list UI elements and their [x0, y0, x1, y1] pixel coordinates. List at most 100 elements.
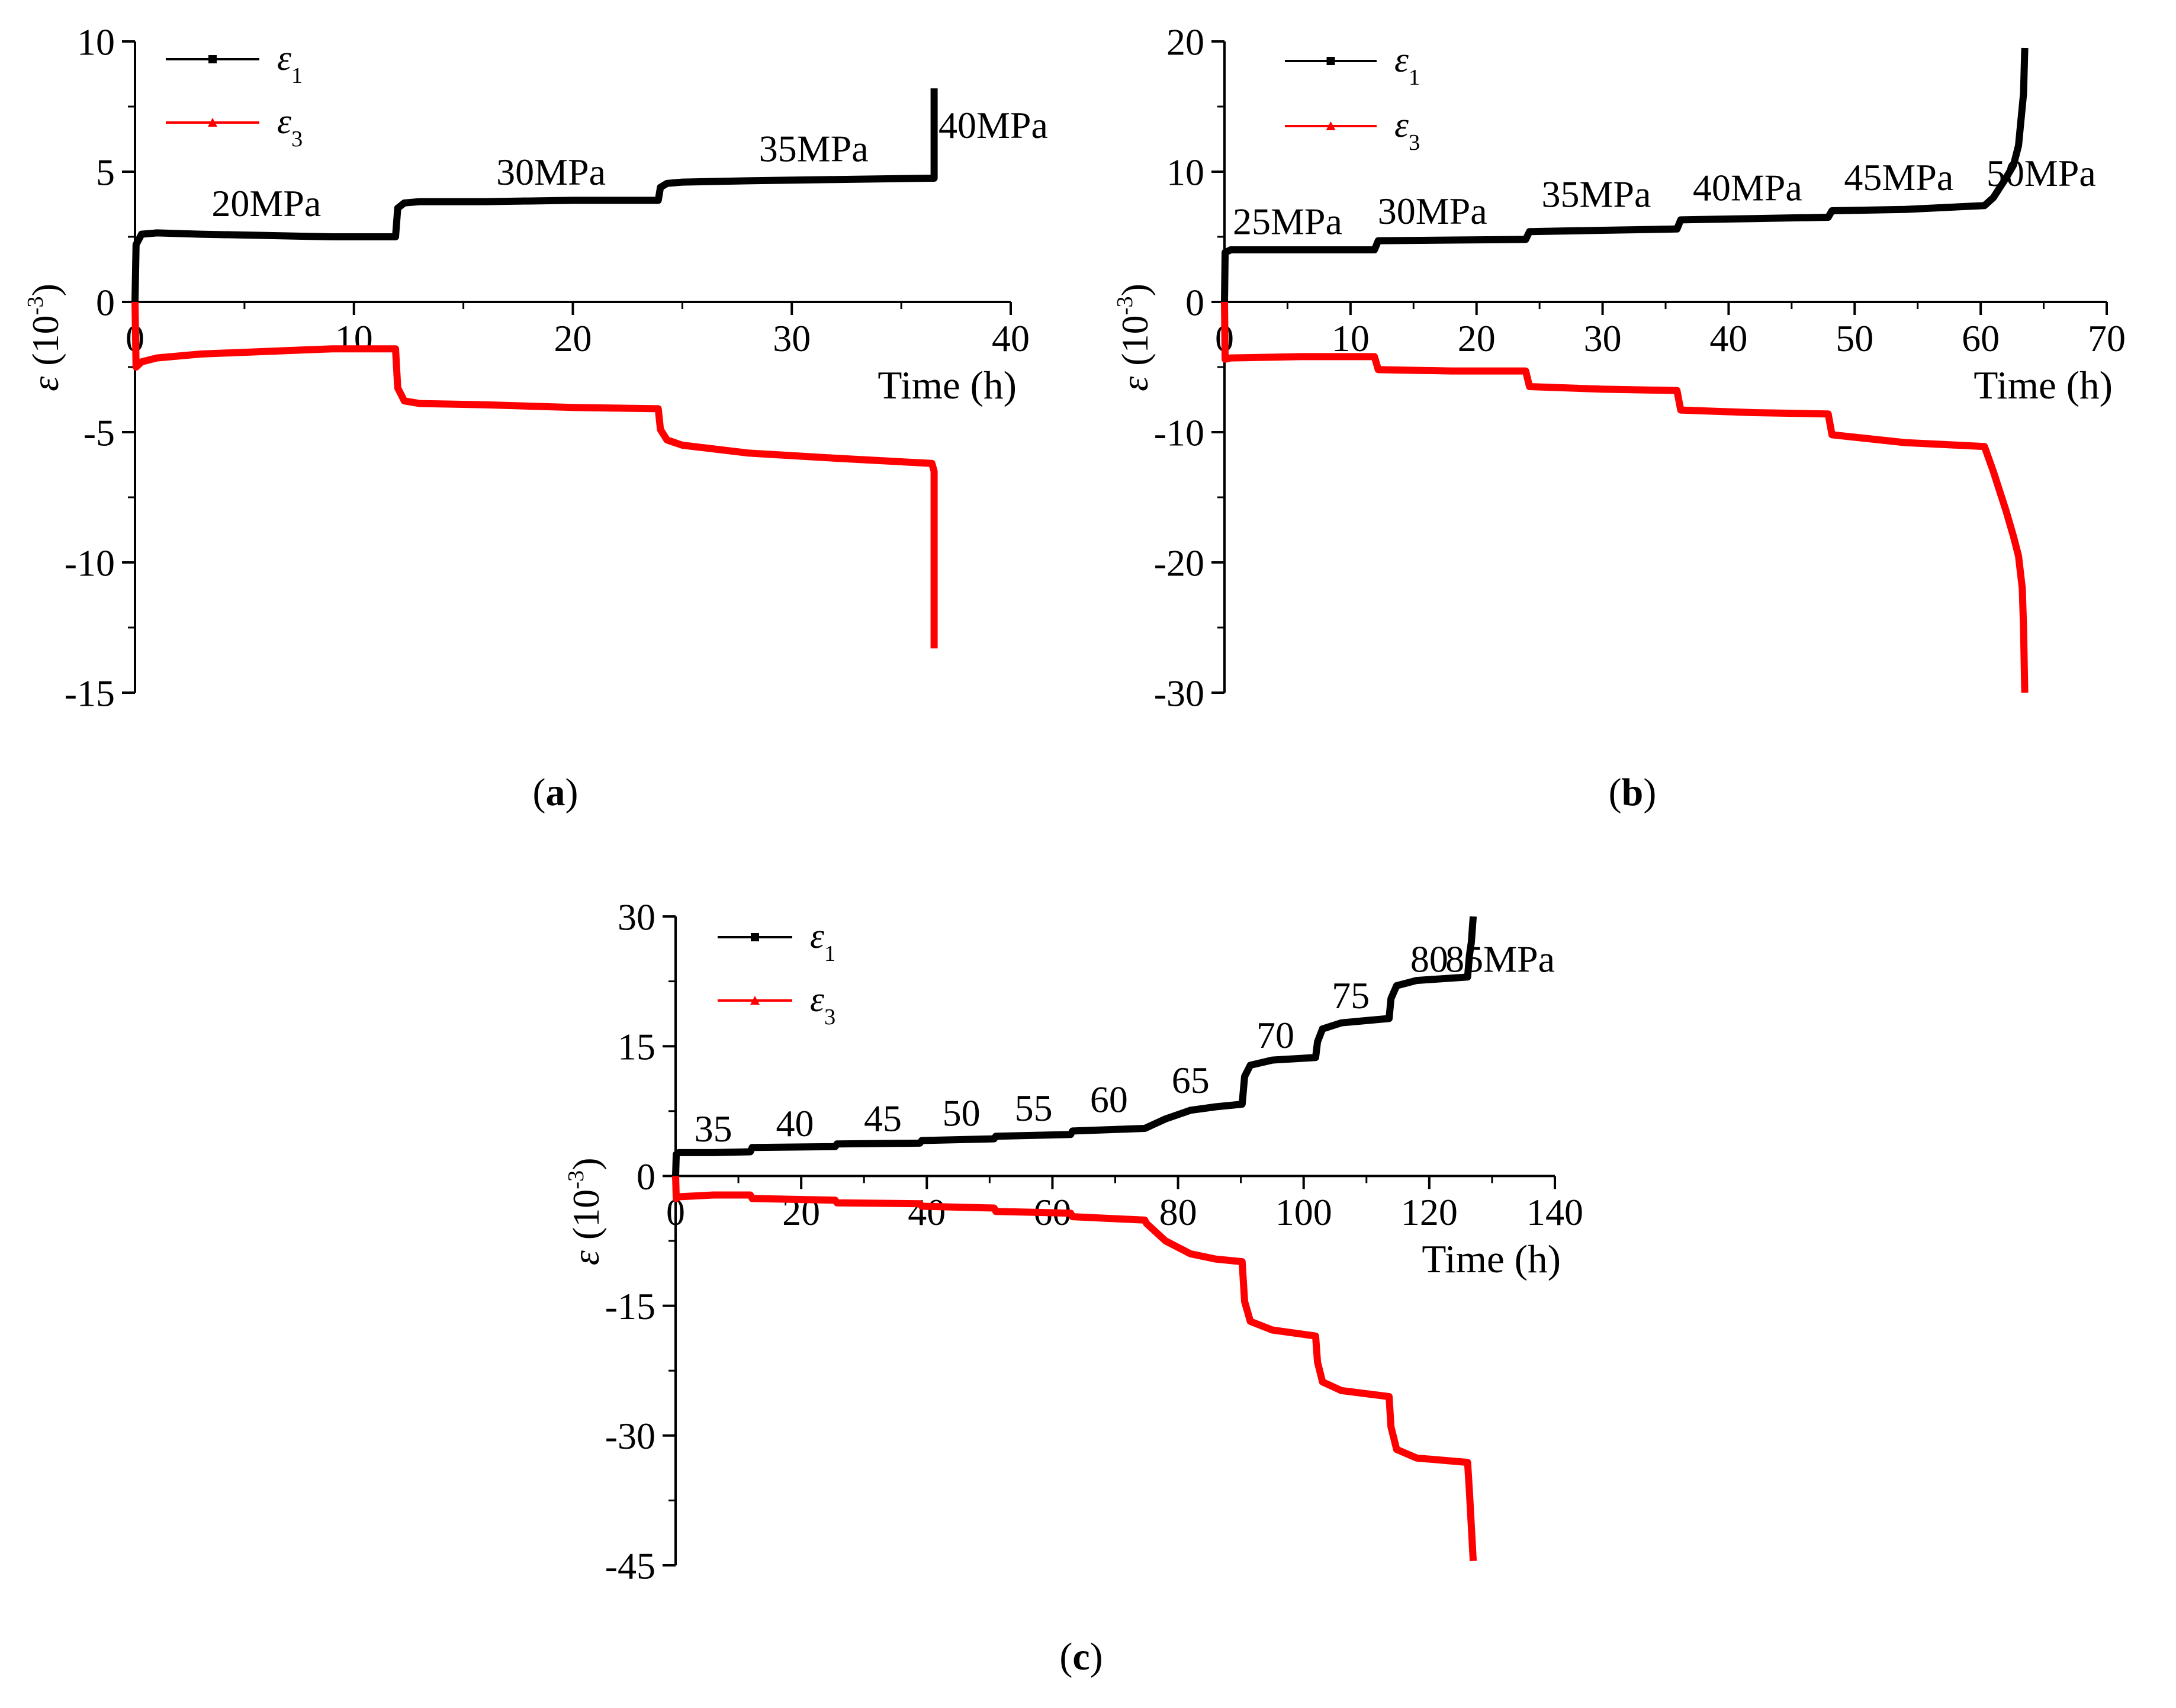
x-tick-label: 80: [1159, 1191, 1197, 1233]
legend-symbol: ε: [277, 38, 291, 78]
stress-annotation: 25MPa: [1233, 201, 1342, 243]
stress-annotation: 50MPa: [1987, 152, 2096, 194]
legend-symbol: ε: [810, 916, 824, 956]
legend-symbol: ε: [1394, 40, 1409, 80]
legend-symbol: ε: [810, 980, 824, 1019]
series-line-e1: [131, 88, 938, 303]
y-tick-label: -30: [1154, 672, 1204, 714]
panel-label-close: ): [565, 771, 578, 814]
series-line-e1: [672, 916, 1477, 1176]
series-line-e1: [1221, 47, 2029, 303]
stress-annotation: 30MPa: [496, 151, 606, 193]
y-tick-label: 0: [96, 281, 115, 323]
x-tick-label: 140: [1526, 1191, 1583, 1233]
y-tick-label: -15: [65, 672, 115, 714]
panel-label-letter: c: [1072, 1635, 1089, 1678]
legend-symbol: ε: [1394, 105, 1409, 145]
legend-symbol: ε: [277, 102, 291, 141]
y-axis-symbol: ε: [24, 376, 66, 391]
y-tick-label: -10: [65, 542, 115, 584]
panel-label-letter: a: [546, 771, 565, 814]
legend-label-e1: ε1: [810, 916, 835, 966]
x-tick-label: 60: [1962, 317, 2000, 359]
y-tick-label: -15: [605, 1285, 655, 1327]
legend-label-e3: ε3: [1394, 105, 1420, 155]
y-axis-unit-base: (10: [24, 315, 66, 365]
stress-annotation: 55: [1015, 1087, 1053, 1129]
panel-label: (c): [1059, 1635, 1103, 1678]
series-line-e3: [1221, 301, 2029, 693]
y-tick-label: 10: [77, 21, 115, 63]
stress-annotation: 45MPa: [1844, 156, 1953, 198]
y-tick-label: 0: [1185, 281, 1204, 323]
legend-label-e1: ε1: [277, 38, 303, 88]
y-axis-unit-close: ): [1114, 284, 1156, 296]
y-axis-unit-base: (10: [1114, 315, 1156, 365]
y-axis-label: ε (10-3): [564, 1157, 607, 1265]
legend-label-e3: ε3: [277, 102, 303, 152]
y-axis-symbol: ε: [1114, 376, 1156, 391]
y-axis-unit-close: ): [565, 1157, 607, 1170]
x-tick-label: 10: [335, 317, 373, 359]
series-line-e3: [131, 301, 938, 649]
y-tick-label: 10: [1166, 151, 1204, 193]
legend-subscript: 1: [291, 63, 303, 88]
y-axis-label: ε (10-3): [1113, 284, 1156, 391]
x-tick-label: 30: [1584, 317, 1622, 359]
stress-annotation: 40: [776, 1102, 814, 1144]
x-tick-label: 20: [1458, 317, 1496, 359]
y-tick-label: 5: [96, 151, 115, 193]
panel-label-open: (: [1609, 771, 1622, 814]
stress-annotation: 75: [1332, 974, 1370, 1017]
stress-annotation: 40MPa: [1693, 166, 1802, 208]
x-tick-label: 70: [2088, 317, 2126, 359]
legend-marker-triangle: [208, 118, 217, 127]
y-axis-unit-exponent: -3: [564, 1170, 589, 1189]
y-axis-unit-base: (10: [565, 1189, 607, 1240]
y-tick-label: -10: [1154, 411, 1204, 453]
x-axis-label: Time (h): [878, 363, 1017, 407]
panel-label: (a): [533, 771, 578, 814]
stress-annotation: 85MPa: [1445, 938, 1555, 980]
legend-marker-triangle: [750, 996, 760, 1005]
x-axis-label: Time (h): [1422, 1237, 1561, 1281]
y-axis-symbol: ε: [565, 1250, 607, 1265]
y-tick-label: -20: [1154, 542, 1204, 584]
y-axis-label: ε (10-3): [23, 284, 66, 391]
y-tick-label: -5: [83, 411, 115, 453]
legend-subscript: 1: [824, 941, 835, 966]
stress-annotation: 35MPa: [759, 127, 869, 169]
panel-label: (b): [1609, 771, 1657, 814]
legend-subscript: 3: [291, 127, 303, 152]
legend-label-e3: ε3: [810, 980, 835, 1030]
x-tick-label: 120: [1401, 1191, 1458, 1233]
panel-label-close: ): [1643, 771, 1656, 814]
y-tick-label: 15: [618, 1026, 655, 1068]
legend-label-e1: ε1: [1394, 40, 1420, 90]
x-tick-label: 40: [992, 317, 1030, 359]
stress-annotation: 40MPa: [938, 104, 1048, 146]
stress-annotation: 60: [1090, 1078, 1128, 1120]
x-tick-label: 30: [773, 317, 811, 359]
stress-annotation: 35MPa: [1541, 173, 1651, 215]
series-line-e3: [672, 1176, 1477, 1562]
stress-annotation: 30MPa: [1378, 190, 1487, 232]
y-tick-label: -30: [605, 1415, 655, 1457]
y-tick-label: -45: [605, 1545, 655, 1587]
x-tick-label: 100: [1275, 1191, 1332, 1233]
y-axis-unit-exponent: -3: [1113, 296, 1137, 315]
x-tick-label: 40: [908, 1191, 946, 1233]
stress-annotation: 20MPa: [211, 182, 321, 224]
y-tick-label: 20: [1166, 21, 1204, 63]
x-tick-label: 10: [1332, 317, 1370, 359]
legend-subscript: 1: [1409, 65, 1420, 90]
x-tick-label: 50: [1836, 317, 1873, 359]
stress-annotation: 45: [864, 1097, 902, 1139]
y-axis-unit-exponent: -3: [23, 296, 48, 315]
panel-label-letter: b: [1622, 771, 1644, 814]
stress-annotation: 50: [943, 1092, 981, 1134]
